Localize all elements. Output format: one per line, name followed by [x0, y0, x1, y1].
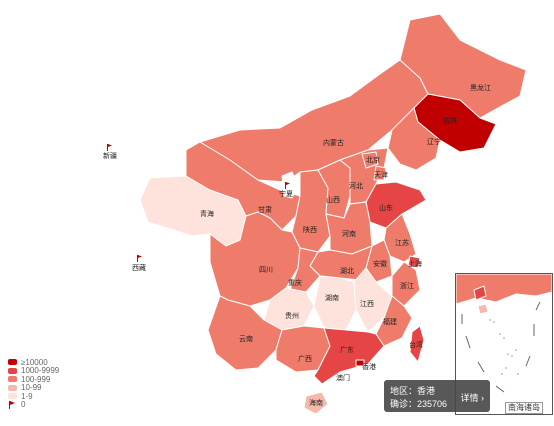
province-shandong[interactable] — [365, 181, 427, 229]
province-beijing[interactable] — [361, 151, 379, 169]
label-sichuan: 四川 — [259, 266, 273, 274]
label-zhejiang: 浙江 — [400, 281, 414, 290]
tooltip-region-value: 香港 — [417, 386, 436, 396]
legend-swatch — [8, 359, 17, 366]
province-xianggang[interactable] — [355, 359, 365, 367]
label-ningxia: 宁夏 — [279, 189, 293, 198]
province-liaoning[interactable] — [387, 107, 441, 171]
legend-item[interactable]: 1000-9999 — [8, 366, 60, 376]
legend-label: 100-999 — [21, 374, 51, 384]
label-heilongjiang: 黑龙江 — [470, 83, 491, 92]
legend-swatch — [8, 367, 17, 374]
label-neimenggu: 内蒙古 — [323, 138, 344, 147]
label-shandong: 山东 — [379, 203, 393, 212]
tooltip-confirmed-value: 235706 — [417, 399, 448, 409]
flag-icon — [9, 400, 15, 409]
legend-item[interactable]: ≥10000 — [8, 358, 59, 367]
legend-item[interactable]: 10-99 — [8, 383, 59, 393]
label-qinghai: 青海 — [200, 209, 214, 218]
label-chongqing: 重庆 — [288, 278, 302, 287]
province-xizang[interactable] — [39, 195, 221, 301]
label-guizhou: 贵州 — [285, 311, 299, 320]
province-hunan[interactable] — [313, 275, 357, 331]
legend-item[interactable]: 1-9 — [8, 392, 59, 401]
legend-label: 10-99 — [21, 383, 42, 393]
label-henan: 河南 — [342, 229, 356, 238]
province-taiwan[interactable] — [409, 325, 425, 363]
label-xinjiang: 新疆 — [103, 151, 117, 160]
province-chongqing[interactable] — [289, 247, 321, 293]
region-tooltip[interactable]: 地区：香港 确诊：235706 详情 › — [384, 380, 490, 412]
legend-label: 1-9 — [21, 391, 33, 401]
tooltip-detail-link[interactable]: 详情 › — [460, 391, 484, 404]
label-beijing: 北京 — [366, 155, 380, 164]
flag-icon — [137, 255, 142, 262]
tooltip-confirmed: 确诊：235706 — [390, 397, 447, 410]
label-hunan: 湖南 — [325, 293, 339, 302]
legend-item[interactable]: 0 — [8, 400, 59, 410]
province-henan[interactable] — [325, 201, 373, 255]
label-xizang: 西藏 — [132, 263, 146, 272]
legend-swatch — [8, 376, 17, 383]
label-jilin: 吉林 — [443, 116, 457, 125]
label-guangxi: 广西 — [298, 354, 312, 363]
legend-swatch — [8, 384, 17, 391]
province-shanghai[interactable] — [407, 255, 421, 269]
chevron-right-icon: › — [481, 393, 484, 403]
label-gansu: 甘肃 — [258, 205, 272, 214]
inset-label: 南海诸岛 — [505, 402, 543, 414]
province-tianjin[interactable] — [373, 165, 387, 181]
label-aomen: 澳门 — [336, 373, 350, 382]
legend: ≥10000 1000-9999 100-999 10-99 1-9 0 — [8, 358, 59, 409]
label-liaoning: 辽宁 — [427, 137, 441, 146]
label-tianjin: 天津 — [374, 171, 388, 179]
province-ningxia[interactable] — [281, 171, 299, 199]
inset-map — [456, 274, 552, 393]
tooltip-region-label: 地区： — [390, 386, 418, 396]
label-shaanxi: 陕西 — [303, 225, 317, 234]
legend-label: 0 — [21, 400, 26, 410]
tooltip-confirmed-label: 确诊： — [390, 399, 418, 409]
label-jiangxi: 江西 — [360, 300, 374, 308]
label-hubei: 湖北 — [340, 266, 354, 275]
legend-swatch — [8, 393, 17, 400]
flag-icon — [285, 182, 290, 189]
label-anhui: 安徽 — [373, 259, 387, 268]
label-fujian: 福建 — [383, 317, 397, 326]
label-jiangsu: 江苏 — [395, 238, 409, 247]
label-shanghai: 上海 — [408, 259, 422, 268]
legend-label: 1000-9999 — [21, 366, 60, 376]
label-taiwan: 台湾 — [409, 340, 423, 349]
province-guangdong[interactable] — [313, 327, 385, 385]
flag-icon — [107, 144, 112, 151]
label-yunnan: 云南 — [239, 334, 253, 343]
label-hainan: 海南 — [309, 398, 323, 407]
legend-label: ≥10000 — [21, 357, 48, 367]
tooltip-region: 地区：香港 — [390, 384, 435, 397]
label-guangdong: 广东 — [340, 345, 354, 354]
legend-item[interactable]: 100-999 — [8, 375, 59, 384]
label-hebei: 河北 — [349, 182, 363, 190]
tooltip-detail-label: 详情 — [460, 393, 479, 403]
label-xianggang: 香港 — [362, 362, 376, 371]
label-shanxi: 山西 — [326, 195, 340, 204]
province-hainan[interactable] — [303, 391, 329, 415]
